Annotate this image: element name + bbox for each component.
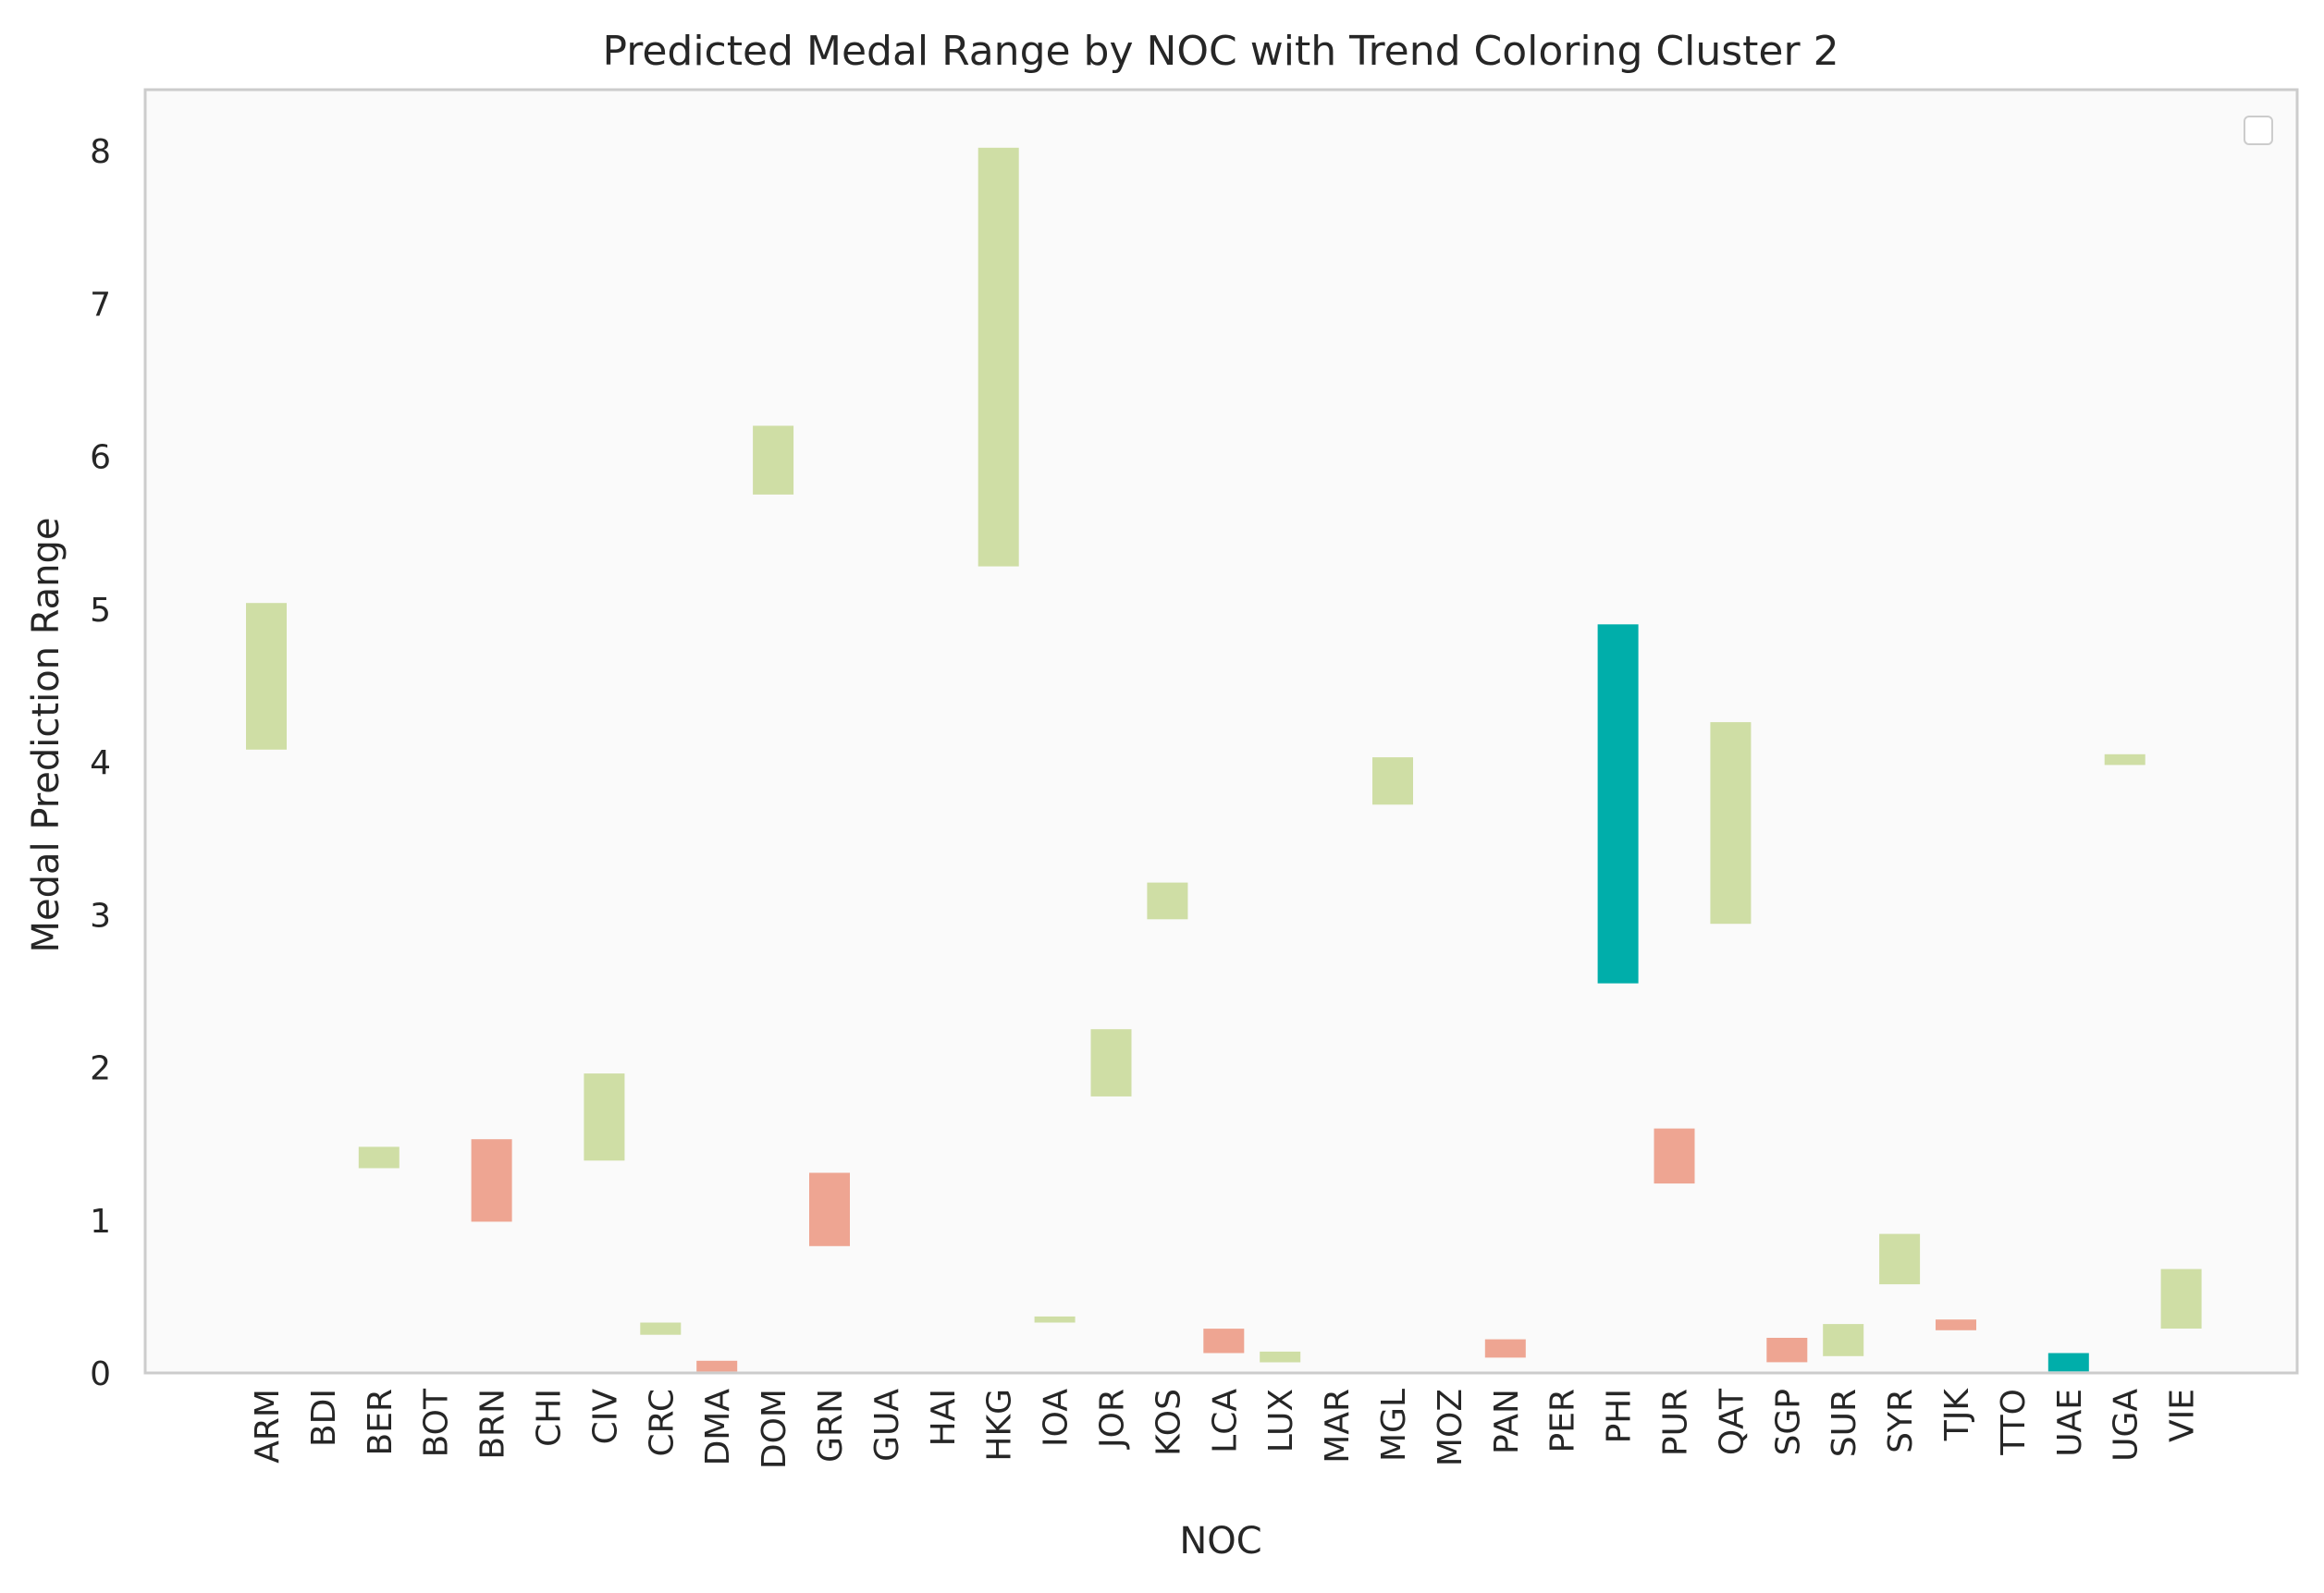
- bar-vie: [2160, 1268, 2202, 1329]
- x-tick-label: PER: [1544, 1389, 1582, 1452]
- x-tick-label: MOZ: [1432, 1389, 1469, 1466]
- x-tick-label: SGP: [1769, 1389, 1807, 1455]
- bar-uae: [2047, 1353, 2089, 1372]
- x-tick-label: GUA: [868, 1389, 906, 1462]
- y-tick-label: 2: [90, 1050, 111, 1088]
- bar-grn: [809, 1172, 850, 1246]
- bar-pur: [1654, 1128, 1695, 1184]
- y-tick-label: 1: [90, 1203, 111, 1241]
- x-tick-label: KOS: [1150, 1389, 1187, 1456]
- x-tick-label: HAI: [925, 1389, 963, 1446]
- bar-dom: [753, 425, 794, 495]
- x-tick-label: UGA: [2108, 1389, 2146, 1462]
- plot-area: [145, 90, 2297, 1373]
- legend-box: [2244, 116, 2273, 145]
- bar-uga: [2104, 754, 2146, 766]
- x-tick-label: JOR: [1094, 1389, 1132, 1450]
- y-tick-label: 4: [90, 744, 111, 782]
- bar-tjk: [1936, 1319, 1976, 1330]
- bar-hkg: [978, 147, 1019, 567]
- bars-group: [246, 147, 2202, 1372]
- bar-mgl: [1372, 757, 1413, 805]
- bar-sur: [1823, 1324, 1864, 1356]
- bar-phi: [1597, 624, 1639, 984]
- x-tick-label: TJK: [1938, 1388, 1976, 1442]
- x-tick-label: PHI: [1601, 1389, 1639, 1443]
- x-tick-label: VIE: [2164, 1389, 2202, 1442]
- x-tick-label: BRN: [474, 1389, 512, 1460]
- x-tick-label: CIV: [586, 1389, 624, 1445]
- bar-crc: [640, 1322, 682, 1335]
- x-tick-label: UAE: [2051, 1389, 2089, 1457]
- x-tick-label: ARM: [249, 1389, 287, 1464]
- y-axis-label: Medal Prediction Range: [25, 517, 68, 952]
- x-tick-label: LCA: [1206, 1389, 1244, 1453]
- y-tick-label: 3: [90, 897, 111, 935]
- x-tick-label: BDI: [305, 1389, 343, 1447]
- x-tick-label: PUR: [1657, 1389, 1695, 1456]
- x-tick-label: CRC: [643, 1389, 681, 1457]
- chart-title: Predicted Medal Range by NOC with Trend …: [602, 28, 1838, 75]
- bar-kos: [1147, 882, 1188, 920]
- y-tick-label: 0: [90, 1355, 111, 1393]
- bar-ber: [358, 1146, 400, 1169]
- bar-lux: [1260, 1351, 1301, 1363]
- x-tick-label: SYR: [1882, 1389, 1920, 1453]
- bar-civ: [584, 1073, 625, 1161]
- x-tick-label: BOT: [418, 1388, 456, 1457]
- x-tick-label: CHI: [531, 1389, 569, 1447]
- bar-dma: [696, 1360, 738, 1372]
- bar-qat: [1710, 722, 1752, 925]
- x-tick-label: HKG: [981, 1389, 1019, 1462]
- y-tick-label: 8: [90, 133, 111, 171]
- y-tick-label: 7: [90, 286, 111, 324]
- bar-brn: [471, 1139, 512, 1222]
- x-tick-label: TTO: [1995, 1389, 2033, 1456]
- x-tick-label: DOM: [756, 1389, 793, 1469]
- bar-jor: [1090, 1029, 1132, 1097]
- bar-ioa: [1034, 1316, 1076, 1323]
- x-tick-label: SUR: [1826, 1389, 1863, 1457]
- x-tick-label: BER: [362, 1389, 400, 1455]
- plot-frame: [143, 88, 2299, 1375]
- x-axis-ticks: ARM BDI BER BOT BRN CHI CIV CRC DMA DOM GRN GUA HAI H…: [249, 1388, 2202, 1470]
- x-tick-label: DMA: [699, 1389, 737, 1466]
- x-tick-label: LUX: [1262, 1389, 1300, 1452]
- bar-lca: [1203, 1329, 1245, 1354]
- bar-sgp: [1766, 1338, 1808, 1363]
- y-tick-label: 5: [90, 592, 111, 630]
- bar-syr: [1879, 1233, 1921, 1285]
- x-axis-label: NOC: [1179, 1520, 1261, 1562]
- x-tick-label: IOA: [1038, 1389, 1076, 1447]
- x-tick-label: MGL: [1375, 1389, 1413, 1462]
- x-tick-label: QAT: [1713, 1388, 1751, 1455]
- bar-pan: [1484, 1339, 1526, 1358]
- y-tick-label: 6: [90, 439, 111, 477]
- bar-arm: [246, 603, 287, 750]
- x-tick-label: MAR: [1319, 1389, 1357, 1464]
- x-tick-label: GRN: [812, 1389, 850, 1463]
- y-axis-ticks: 0 1 2 3 4 5 6 7 8: [90, 133, 111, 1393]
- x-tick-label: PAN: [1488, 1389, 1526, 1454]
